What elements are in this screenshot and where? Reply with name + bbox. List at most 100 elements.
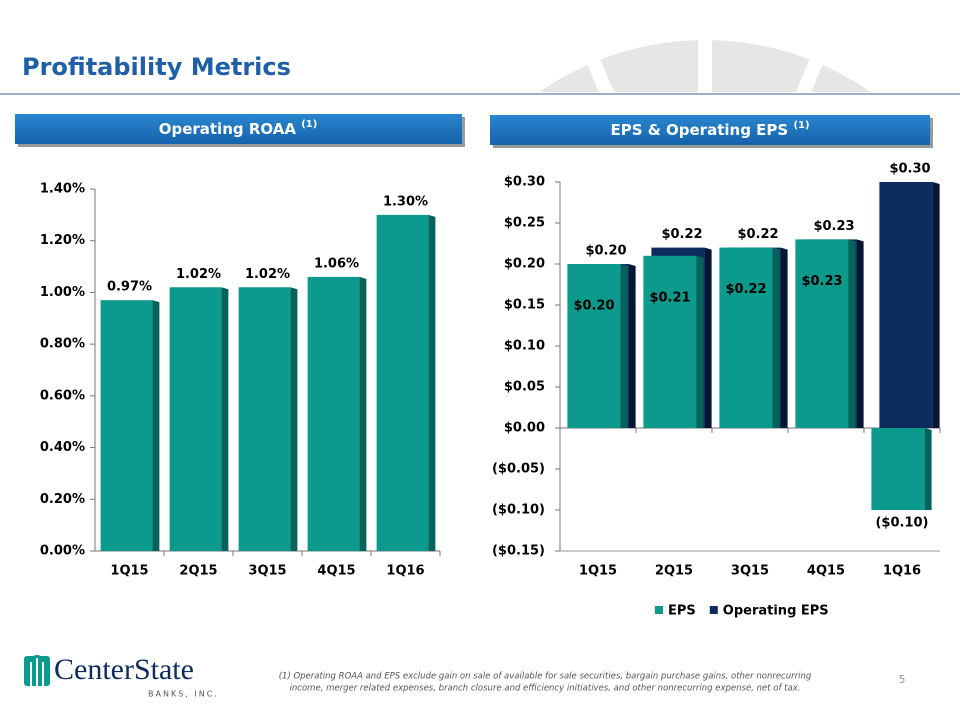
bar-side <box>359 276 367 551</box>
value-label: 0.97% <box>107 280 152 295</box>
value-label: $0.20 <box>573 299 614 314</box>
bar-face <box>871 428 925 510</box>
bar-side <box>696 255 704 428</box>
bar <box>567 264 628 428</box>
bar-side <box>428 214 436 551</box>
chart-title: EPS & Operating EPS (1) <box>610 120 809 139</box>
y-tick-label: $0.30 <box>504 175 545 190</box>
logo: CenterState BANKS, INC. <box>24 653 219 699</box>
y-tick-label: ($0.10) <box>492 503 545 518</box>
y-tick-label: $0.20 <box>504 257 545 272</box>
value-label: $0.30 <box>889 162 930 177</box>
legend-label: EPS <box>668 604 696 619</box>
y-tick-label: $0.10 <box>504 339 545 354</box>
chart-title: Operating ROAA (1) <box>159 119 318 138</box>
bar-face <box>795 239 849 428</box>
x-tick-label: 3Q15 <box>248 564 286 579</box>
y-tick-label: 0.40% <box>40 440 85 455</box>
value-label: 1.30% <box>383 194 428 209</box>
bar-face <box>643 255 697 428</box>
legend-swatch <box>709 606 718 614</box>
logo-subtitle: BANKS, INC. <box>148 690 219 699</box>
value-label: 1.02% <box>176 267 221 282</box>
bar-side <box>704 247 712 428</box>
value-label: ($0.10) <box>875 516 928 531</box>
bar-side <box>152 300 160 551</box>
value-label: $0.23 <box>801 274 842 289</box>
value-label: $0.20 <box>585 244 626 259</box>
chart-title-note: (1) <box>301 119 317 130</box>
legend-label: Operating EPS <box>723 604 829 619</box>
bar <box>879 182 940 428</box>
value-label: 1.02% <box>245 267 290 282</box>
footnote: (1) Operating ROAA and EPS exclude gain … <box>279 672 812 682</box>
y-tick-label: $0.25 <box>504 216 545 231</box>
y-tick-label: $0.15 <box>504 298 545 313</box>
y-tick-label: ($0.05) <box>492 462 545 477</box>
background-emblem <box>390 0 871 92</box>
x-tick-label: 1Q16 <box>386 564 424 579</box>
slide-title: Profitability Metrics <box>22 53 291 81</box>
bar-face <box>376 214 429 551</box>
bar-side <box>932 182 940 428</box>
page-number: 5 <box>899 673 906 686</box>
x-tick-label: 1Q16 <box>883 564 921 579</box>
logo-name: CenterState <box>54 653 194 686</box>
x-tick-label: 3Q15 <box>731 564 769 579</box>
y-tick-label: 1.20% <box>40 233 85 248</box>
bar <box>169 287 229 551</box>
y-tick-label: $0.00 <box>504 421 545 436</box>
y-tick-label: 1.40% <box>40 182 85 197</box>
bar <box>238 287 298 551</box>
bar-side <box>780 247 788 428</box>
footnote: income, merger related expenses, branch … <box>290 684 801 694</box>
bar <box>643 255 704 428</box>
y-tick-label: $0.05 <box>504 380 545 395</box>
bar-face <box>719 247 773 428</box>
bar-face <box>169 287 222 551</box>
value-label: 1.06% <box>314 256 359 271</box>
chart-title-note: (1) <box>793 120 809 131</box>
x-tick-label: 4Q15 <box>807 564 845 579</box>
bar-face <box>567 264 621 428</box>
x-tick-label: 2Q15 <box>655 564 693 579</box>
bar <box>307 276 367 551</box>
y-tick-label: 0.80% <box>40 337 85 352</box>
value-label: $0.22 <box>737 227 778 242</box>
bar-face <box>307 276 360 551</box>
chart-title-text: EPS & Operating EPS <box>610 121 788 139</box>
y-tick-label: 0.60% <box>40 388 85 403</box>
y-tick-label: 0.20% <box>40 492 85 507</box>
y-tick-label: 0.00% <box>40 544 85 559</box>
bar-side <box>848 239 856 428</box>
legend-swatch <box>655 606 663 614</box>
bar-side <box>290 287 298 551</box>
chart-header <box>15 114 462 144</box>
chart-header <box>490 115 930 145</box>
bar-side <box>856 239 864 428</box>
value-label: $0.22 <box>725 282 766 297</box>
bar <box>795 239 856 428</box>
value-label: $0.23 <box>813 219 854 234</box>
bar-side <box>620 264 628 428</box>
bar <box>719 247 780 428</box>
bar <box>871 428 932 510</box>
bar-face <box>100 300 153 551</box>
bar-face <box>238 287 291 551</box>
y-tick-label: ($0.15) <box>492 544 545 559</box>
bar-side <box>221 287 229 551</box>
x-tick-label: 1Q15 <box>110 564 148 579</box>
x-tick-label: 1Q15 <box>579 564 617 579</box>
bar-side <box>772 247 780 428</box>
bar <box>100 300 160 551</box>
bar-side <box>628 264 636 428</box>
bar <box>376 214 436 551</box>
x-tick-label: 4Q15 <box>317 564 355 579</box>
value-label: $0.22 <box>661 227 702 242</box>
chart-title-text: Operating ROAA <box>159 120 297 138</box>
value-label: $0.21 <box>649 290 690 305</box>
x-tick-label: 2Q15 <box>179 564 217 579</box>
bar-face <box>879 182 933 428</box>
y-tick-label: 1.00% <box>40 285 85 300</box>
